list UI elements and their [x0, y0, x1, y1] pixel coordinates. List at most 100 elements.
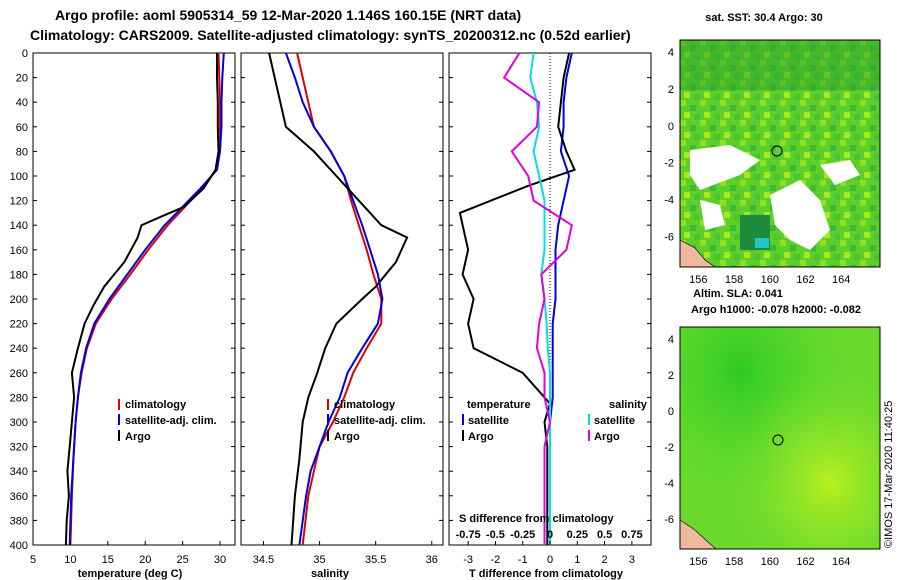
depth-tick-label: 380 — [10, 515, 28, 527]
depth-tick-label: 160 — [10, 245, 28, 257]
s-diff-tick-label: -0.5 — [486, 529, 505, 541]
x-tick-label: -3 — [463, 554, 473, 566]
map-y-tick-label: -6 — [664, 514, 674, 526]
title-line-2: Climatology: CARS2009. Satellite-adjuste… — [30, 27, 631, 43]
map-x-tick-label: 156 — [689, 274, 707, 286]
x-tick-label: 3 — [629, 554, 635, 566]
map-y-tick-label: -2 — [664, 442, 674, 454]
map-x-tick-label: 164 — [832, 274, 850, 286]
depth-tick-label: 300 — [10, 417, 28, 429]
salinity-series — [268, 52, 409, 546]
x-tick-label: 15 — [102, 554, 114, 566]
map-y-tick-label: -4 — [664, 195, 674, 207]
depth-tick-label: 140 — [10, 220, 28, 232]
difference-legend: temperature satellite Argo salinity sate… — [462, 399, 648, 443]
depth-tick-label: 60 — [16, 122, 28, 134]
depth-tick-label: 80 — [16, 146, 28, 158]
depth-tick-label: 40 — [16, 97, 28, 109]
sla-x-ticks: 156 158 160 162 164 — [689, 556, 850, 568]
legend-s-argo: Argo — [594, 431, 620, 443]
series-line-argo — [268, 52, 409, 546]
map-x-tick-label: 162 — [796, 556, 814, 568]
x-tick-label: -1 — [518, 554, 528, 566]
depth-tick-label: 320 — [10, 442, 28, 454]
x-tick-label: 34.5 — [253, 554, 274, 566]
temperature-legend: climatology satellite-adj. clim. Argo — [118, 399, 217, 443]
depth-tick-label: 340 — [10, 466, 28, 478]
sla-title-2: Argo h1000: -0.078 h2000: -0.082 — [691, 304, 861, 316]
difference-xlabel: T difference from climatology — [469, 568, 624, 580]
argo-location — [771, 145, 783, 157]
map-x-tick-label: 160 — [761, 556, 779, 568]
map-y-tick-label: 2 — [668, 370, 674, 382]
sst-map — [679, 39, 881, 268]
map-y-tick-label: 0 — [668, 406, 674, 418]
depth-tick-label: 180 — [10, 269, 28, 281]
x-tick-label: 35 — [313, 554, 325, 566]
depth-tick-label: 200 — [10, 294, 28, 306]
map-x-tick-label: 160 — [761, 274, 779, 286]
series-line-satellite-adj-clim- — [68, 52, 225, 546]
s-diff-tick-label: -0.25 — [510, 529, 535, 541]
sst-map-title: sat. SST: 30.4 Argo: 30 — [705, 12, 823, 24]
depth-tick-label: 20 — [16, 73, 28, 85]
title-line-1: Argo profile: aoml 5905314_59 12-Mar-202… — [55, 7, 521, 23]
s-diff-label: S difference from climatology — [459, 513, 615, 525]
map-y-tick-label: -4 — [664, 478, 674, 490]
sst-x-ticks: 156 158 160 162 164 — [689, 274, 850, 286]
depth-tick-label: 280 — [10, 392, 28, 404]
s-diff-tick-label: 0.75 — [621, 529, 642, 541]
map-x-tick-label: 164 — [832, 556, 850, 568]
map-x-tick-label: 158 — [725, 274, 743, 286]
legend-climatology: climatology — [334, 399, 396, 411]
sla-map-frame — [679, 326, 881, 550]
depth-tick-label: 0 — [22, 48, 28, 60]
legend-satellite: satellite-adj. clim. — [125, 415, 217, 427]
sst-warm-band — [680, 40, 880, 90]
temperature-series — [64, 52, 225, 546]
credit: ©IMOS 17-Mar-2020 11:40:25 — [883, 401, 895, 548]
s-diff-tick-labels: -0.75 -0.5 -0.25 0 0.25 0.5 0.75 — [456, 529, 643, 541]
x-tick-label: 20 — [139, 554, 151, 566]
x-tick-label: 2 — [602, 554, 608, 566]
x-tick-label: 30 — [214, 554, 226, 566]
temperature-xlabel: temperature (deg C) — [78, 568, 183, 580]
depth-tick-label: 240 — [10, 343, 28, 355]
legend-argo: Argo — [125, 431, 151, 443]
sla-y-ticks: 4 2 0 -2 -4 -6 — [664, 334, 674, 526]
x-tick-label: 25 — [177, 554, 189, 566]
x-tick-label: 10 — [64, 554, 76, 566]
salinity-xlabel: salinity — [311, 568, 350, 580]
legend-t-satellite: satellite — [468, 415, 509, 427]
series-line-satellite-adj-clim- — [284, 52, 384, 546]
map-y-tick-label: 4 — [668, 334, 674, 346]
argo-location — [772, 434, 784, 446]
map-x-tick-label: 162 — [796, 274, 814, 286]
cool-patch — [755, 238, 769, 248]
depth-tick-label: 220 — [10, 319, 28, 331]
depth-tick-label: 260 — [10, 368, 28, 380]
depth-tick-label: 120 — [10, 196, 28, 208]
cloud-gap — [690, 145, 760, 190]
s-diff-tick-label: 0.25 — [567, 529, 588, 541]
legend-climatology: climatology — [125, 399, 187, 411]
depth-tick-label: 360 — [10, 491, 28, 503]
depth-tick-label: 100 — [10, 171, 28, 183]
temperature-panel — [32, 52, 236, 546]
series-line-t-argo — [458, 52, 576, 545]
cloud-gap — [700, 200, 725, 230]
depth-axis: 0 20 40 60 80 100 120 140 160 180 200 220 240 260 280 3… — [10, 48, 651, 552]
cloud-gap — [820, 160, 860, 185]
legend-argo: Argo — [334, 431, 360, 443]
salinity-legend: climatology satellite-adj. clim. Argo — [327, 399, 426, 443]
legend-temperature-title: temperature — [467, 399, 531, 411]
map-y-tick-label: 4 — [668, 47, 674, 59]
sla-map — [679, 326, 881, 550]
x-tick-labels: 5 10 15 20 25 30 34.5 35 35.5 36 -3 -2 -1 0 1 2 3 — [30, 541, 635, 566]
depth-tick-label: 400 — [10, 540, 28, 552]
map-y-tick-label: 0 — [668, 121, 674, 133]
s-diff-tick-label: -0.75 — [456, 529, 481, 541]
cloud-gap — [770, 180, 830, 250]
x-tick-label: 0 — [547, 554, 553, 566]
